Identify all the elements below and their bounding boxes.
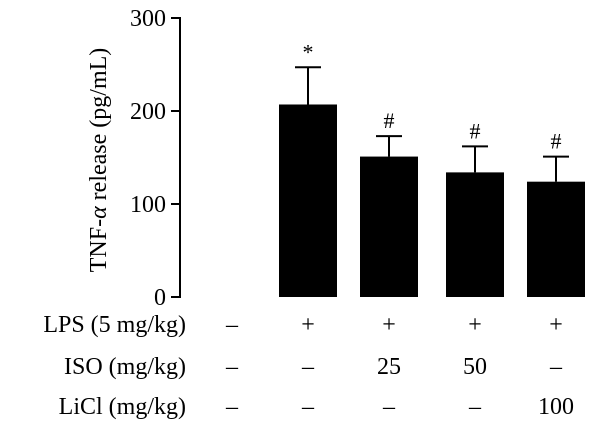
significance-mark: #	[384, 108, 395, 133]
table-cell: –	[225, 354, 239, 380]
y-tick-label: 200	[130, 99, 166, 125]
y-axis-label-symbol: α	[86, 206, 112, 219]
bar	[279, 104, 337, 298]
y-tick-label: 100	[130, 192, 166, 218]
table-cell: –	[225, 394, 239, 420]
significance-mark: *	[303, 39, 314, 64]
table-cell: –	[382, 394, 396, 420]
y-axis-label-prefix: TNF-	[86, 219, 112, 272]
table-cell: –	[225, 312, 239, 338]
table-row-label: LPS (5 mg/kg)	[43, 312, 186, 338]
y-tick-label: 300	[130, 6, 166, 32]
table-cell: –	[549, 354, 563, 380]
table-cell: 100	[538, 394, 574, 420]
y-axis-label: TNF-α release (pg/mL)	[86, 48, 112, 273]
table-cell: 50	[463, 354, 487, 380]
bar	[446, 172, 504, 297]
bar	[360, 156, 418, 297]
table-cell: –	[301, 354, 315, 380]
table-cell: +	[382, 312, 396, 338]
bars	[279, 104, 585, 298]
y-axis: 0 100 200 300	[130, 6, 181, 311]
table-cell: +	[301, 312, 315, 338]
table-row-label: ISO (mg/kg)	[64, 354, 186, 380]
y-tick-label: 0	[154, 285, 166, 311]
treatment-table: LPS (5 mg/kg) – + + + + ISO (mg/kg) – – 25 50 – LiCl…	[43, 312, 574, 420]
table-cell: +	[549, 312, 563, 338]
significance-mark: #	[551, 129, 562, 154]
table-cell: –	[301, 394, 315, 420]
table-cell: –	[468, 394, 482, 420]
table-cell: 25	[377, 354, 401, 380]
significance-mark: #	[470, 118, 481, 143]
bar	[527, 181, 585, 297]
y-axis-label-suffix: release (pg/mL)	[86, 48, 112, 207]
error-bars	[295, 66, 569, 182]
significance-marks: * # # #	[303, 39, 562, 153]
table-cell: +	[468, 312, 482, 338]
table-row-label: LiCl (mg/kg)	[59, 394, 186, 420]
